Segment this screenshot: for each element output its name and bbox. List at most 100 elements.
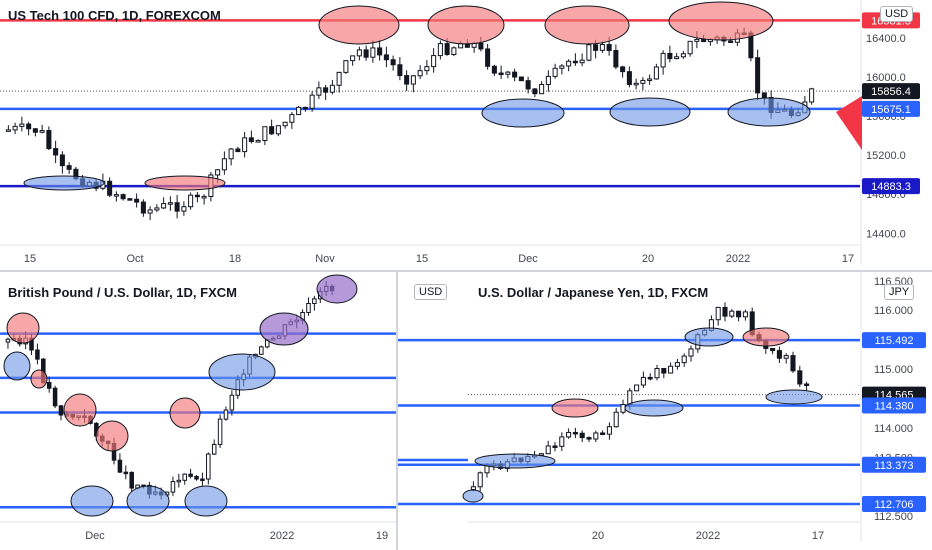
candle-body (296, 106, 302, 116)
candle-body (221, 158, 227, 171)
candle-body (107, 180, 113, 196)
candle-body (599, 44, 605, 51)
candle-body (154, 207, 160, 211)
candle-body (620, 404, 626, 413)
candle-body (579, 59, 585, 64)
candle-body (215, 169, 221, 176)
candle-body (170, 481, 176, 493)
candle-body (176, 479, 182, 483)
candle-body (200, 478, 205, 481)
horizontal-divider[interactable] (0, 270, 932, 272)
candle-body (694, 38, 700, 42)
zone-red-ellipse (668, 1, 774, 41)
nasdaq-chart-svg[interactable]: 16400.016000.015600.015200.014800.014400… (0, 0, 932, 270)
level-badge-label: 14883.3 (871, 181, 911, 193)
candle-body (505, 71, 511, 75)
candle-body (58, 405, 64, 416)
level-badge-label: 113.373 (875, 460, 914, 472)
zone-red-ellipse (427, 5, 505, 45)
candle-body (53, 148, 59, 156)
zone-blue-ellipse (23, 175, 105, 191)
candle-body (217, 418, 223, 445)
zone-blue-ellipse (3, 351, 31, 381)
candle-body (613, 411, 619, 428)
candle-body (182, 473, 187, 481)
candle-body (640, 79, 646, 84)
candle-body (606, 426, 612, 435)
candle-body (46, 130, 52, 150)
candle-body (613, 49, 619, 68)
candle-body (552, 445, 558, 448)
candle-body (383, 54, 389, 61)
candle-body (761, 92, 767, 99)
candle-body (545, 445, 551, 455)
candle-body (5, 338, 11, 343)
candle-body (306, 302, 311, 313)
level-badge-label: 114.380 (875, 401, 914, 413)
zone-blue-ellipse (208, 353, 276, 391)
candle-body (634, 384, 640, 392)
candle-body (312, 298, 317, 304)
gbpusd-currency-badge-visible[interactable]: USD (414, 284, 448, 300)
candle-body (470, 486, 476, 491)
level-badge (862, 100, 920, 117)
candle-body (282, 121, 288, 127)
candle-body (790, 355, 796, 372)
candle-body (269, 126, 275, 135)
candle-body (113, 194, 119, 197)
candle-body (397, 64, 403, 77)
candle-body (715, 306, 721, 321)
candle-body (681, 355, 687, 364)
y-tick-label: 115.000 (874, 364, 913, 376)
candle-body (129, 471, 134, 489)
candle-body (559, 436, 565, 447)
candle-body (478, 42, 484, 50)
candle-body (134, 198, 140, 203)
candle-body (572, 431, 578, 435)
zone-blue-ellipse (70, 485, 114, 517)
x-tick-label: Oct (126, 253, 143, 265)
last-price-label: 15856.4 (871, 86, 911, 98)
x-tick-label: 20 (642, 253, 654, 265)
candle-body (223, 409, 229, 420)
y-tick-label: 114.000 (874, 423, 913, 435)
candle-body (302, 106, 308, 110)
candle-body (680, 53, 686, 58)
zone-blue-ellipse (609, 97, 691, 127)
candle-body (26, 123, 32, 130)
candle-body (228, 148, 234, 160)
candle-body (485, 48, 491, 67)
gbpusd-chart-panel[interactable]: 1.360001.340001.330001.32000Dec2022191.3… (0, 272, 396, 550)
gbpusd-chart-svg[interactable]: 1.360001.340001.330001.32000Dec2022191.3… (0, 272, 396, 550)
candle-body (593, 432, 599, 440)
candle-body (410, 75, 416, 85)
nasdaq-chart-panel[interactable]: 16400.0 16000.0 15600.0 15200.0 14800.0 14400… (0, 0, 932, 270)
candle-body (211, 443, 217, 455)
candle-body (660, 52, 666, 68)
candle-body (444, 43, 450, 55)
level-badge (862, 332, 926, 349)
price-marker-triangle (836, 96, 862, 150)
usdjpy-chart-panel[interactable]: 116.500116.000115.000114.000113.500112.5… (398, 272, 932, 550)
candle-body (579, 432, 585, 439)
candle-body (262, 126, 268, 142)
candle-body (606, 44, 612, 51)
zone-red-ellipse (144, 175, 226, 191)
candle-body (586, 437, 592, 440)
candle-body (633, 82, 639, 86)
x-tick-label: 19 (376, 530, 388, 542)
candle-body (174, 202, 180, 212)
usdjpy-currency-badge[interactable]: JPY (884, 284, 915, 300)
candle-body (518, 76, 524, 82)
vertical-divider[interactable] (396, 272, 398, 550)
x-tick-label: 15 (24, 253, 36, 265)
candle-body (12, 125, 18, 131)
candle-body (431, 55, 437, 68)
candle-body (729, 310, 735, 317)
level-badge (862, 397, 926, 414)
candle-body (343, 60, 349, 73)
candle-body (194, 475, 199, 480)
nasdaq-currency-badge[interactable]: USD (880, 6, 914, 22)
usdjpy-chart-svg[interactable]: 116.500116.000115.000114.000113.500112.5… (398, 272, 932, 550)
candle-body (201, 195, 207, 199)
